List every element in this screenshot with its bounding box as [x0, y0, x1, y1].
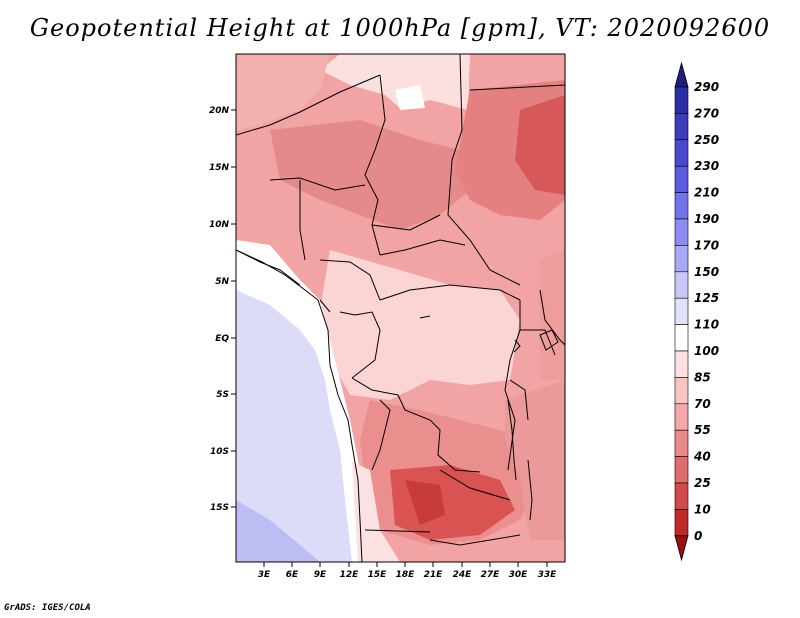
colorbar-label: 85 [694, 370, 711, 384]
colorbar-segment [674, 456, 689, 484]
colorbar-label: 25 [694, 476, 711, 490]
lat-tick-label: 15S [210, 503, 229, 513]
field-se-mid [505, 380, 565, 540]
lon-tick-label: 27E [481, 570, 501, 580]
lat-tick-label: EQ [215, 334, 229, 344]
country-borders [236, 54, 565, 546]
colorbar-segment [674, 218, 689, 246]
field-nw-mid [236, 54, 330, 130]
colorbar-segment [674, 165, 689, 193]
colorbar-segment [674, 509, 689, 537]
field-north-pale [320, 54, 470, 110]
coastline [236, 249, 363, 562]
field-ocean-blue [236, 290, 352, 562]
lat-tick-label: 10S [210, 447, 229, 457]
colorbar-label: 100 [694, 344, 719, 358]
lon-tick-label: 9E [314, 570, 327, 580]
field-sahel-dark [270, 120, 470, 230]
colorbar-segment [674, 297, 689, 325]
lon-tick-label: 3E [258, 570, 271, 580]
lat-tick-label: 15N [209, 163, 230, 173]
field-north-white [395, 85, 425, 110]
colorbar-segment [674, 192, 689, 220]
colorbar-label: 10 [694, 502, 711, 516]
colorbar-segment [674, 113, 689, 141]
lon-tick-label: 30E [509, 570, 529, 580]
colorbar-segment [674, 377, 689, 405]
colorbar-segment [674, 271, 689, 299]
lon-axis: 3E 6E 9E 12E 15E 18E 21E 24E 27E 30E 33E [258, 562, 557, 580]
colorbar-segment [674, 245, 689, 273]
colorbar-segment [674, 139, 689, 167]
lon-tick-label: 21E [424, 570, 444, 580]
colorbar-label: 110 [694, 318, 719, 332]
colorbar-label: 55 [694, 423, 711, 437]
map-frame [235, 53, 566, 563]
colorbar-label: 70 [694, 397, 711, 411]
field-ocean-deeper [236, 500, 320, 562]
lon-tick-label: 6E [286, 570, 299, 580]
colorbar-segment [674, 403, 689, 431]
lon-tick-label: 33E [538, 570, 558, 580]
colorbar-label: 250 [694, 133, 719, 147]
colorbar-top-arrow [674, 61, 689, 88]
colorbar-label: 170 [694, 238, 719, 252]
lat-tick-label: 5N [215, 277, 229, 287]
colorbar-bottom-arrow [674, 535, 689, 562]
map-panel [236, 54, 565, 562]
colorbar-segment [674, 429, 689, 457]
grads-credit: GrADS: IGES/COLA [4, 603, 91, 613]
colorbar-segment [674, 350, 689, 378]
colorbar-segment [674, 86, 689, 114]
lon-tick-label: 12E [340, 570, 360, 580]
map-title: Geopotential Height at 1000hPa [gpm], VT… [29, 14, 771, 42]
lat-tick-label: 10N [209, 220, 230, 230]
colorbar-label: 230 [694, 159, 719, 173]
colorbar-label: 290 [694, 80, 719, 94]
lakes [419, 315, 559, 521]
lon-tick-label: 15E [368, 570, 388, 580]
colorbar-label: 125 [694, 291, 719, 305]
lat-tick-label: 5S [216, 390, 229, 400]
colorbar-label: 270 [694, 106, 719, 120]
colorbar: 2902702502302101901701501251101008570554… [674, 61, 719, 562]
colorbar-label: 150 [694, 265, 719, 279]
field-south-darkest [405, 480, 445, 525]
lat-axis: 20N 15N 10N 5N EQ 5S 10S 15S [209, 106, 236, 513]
colorbar-label: 40 [693, 450, 711, 464]
colorbar-label: 210 [694, 186, 719, 200]
colorbar-label: 0 [694, 529, 702, 543]
colorbar-label: 190 [694, 212, 719, 226]
field-east-darkest [515, 95, 565, 195]
colorbar-segment [674, 482, 689, 510]
lon-tick-label: 18E [396, 570, 416, 580]
colorbar-segment [674, 324, 689, 352]
field-ne-east [540, 250, 565, 380]
lat-tick-label: 20N [209, 106, 230, 116]
lon-tick-label: 24E [453, 570, 473, 580]
field-south-coast [352, 462, 400, 562]
